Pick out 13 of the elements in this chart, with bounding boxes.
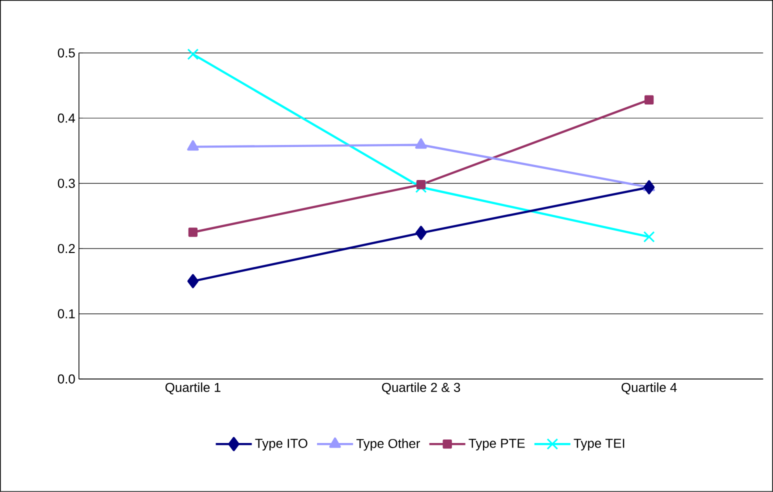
y-tick-label: 0.5 <box>58 48 75 58</box>
y-tick-label: 0.0 <box>58 374 75 384</box>
x-tick-label: Quartile 2 & 3 <box>382 382 460 394</box>
legend-label: Type TEI <box>574 438 624 450</box>
y-tick-label: 0.2 <box>58 244 75 254</box>
y-tick-label: 0.3 <box>58 178 75 188</box>
x-tick-label: Quartile 4 <box>622 382 677 394</box>
legend-label: Type Other <box>356 438 420 451</box>
y-tick-label: 0.1 <box>58 309 75 318</box>
legend-label: Type ITO <box>255 438 308 451</box>
x-tick-label: Quartile 1 <box>165 382 220 394</box>
y-tick-label: 0.4 <box>58 114 76 123</box>
legend-label: Type PTE <box>468 438 525 450</box>
